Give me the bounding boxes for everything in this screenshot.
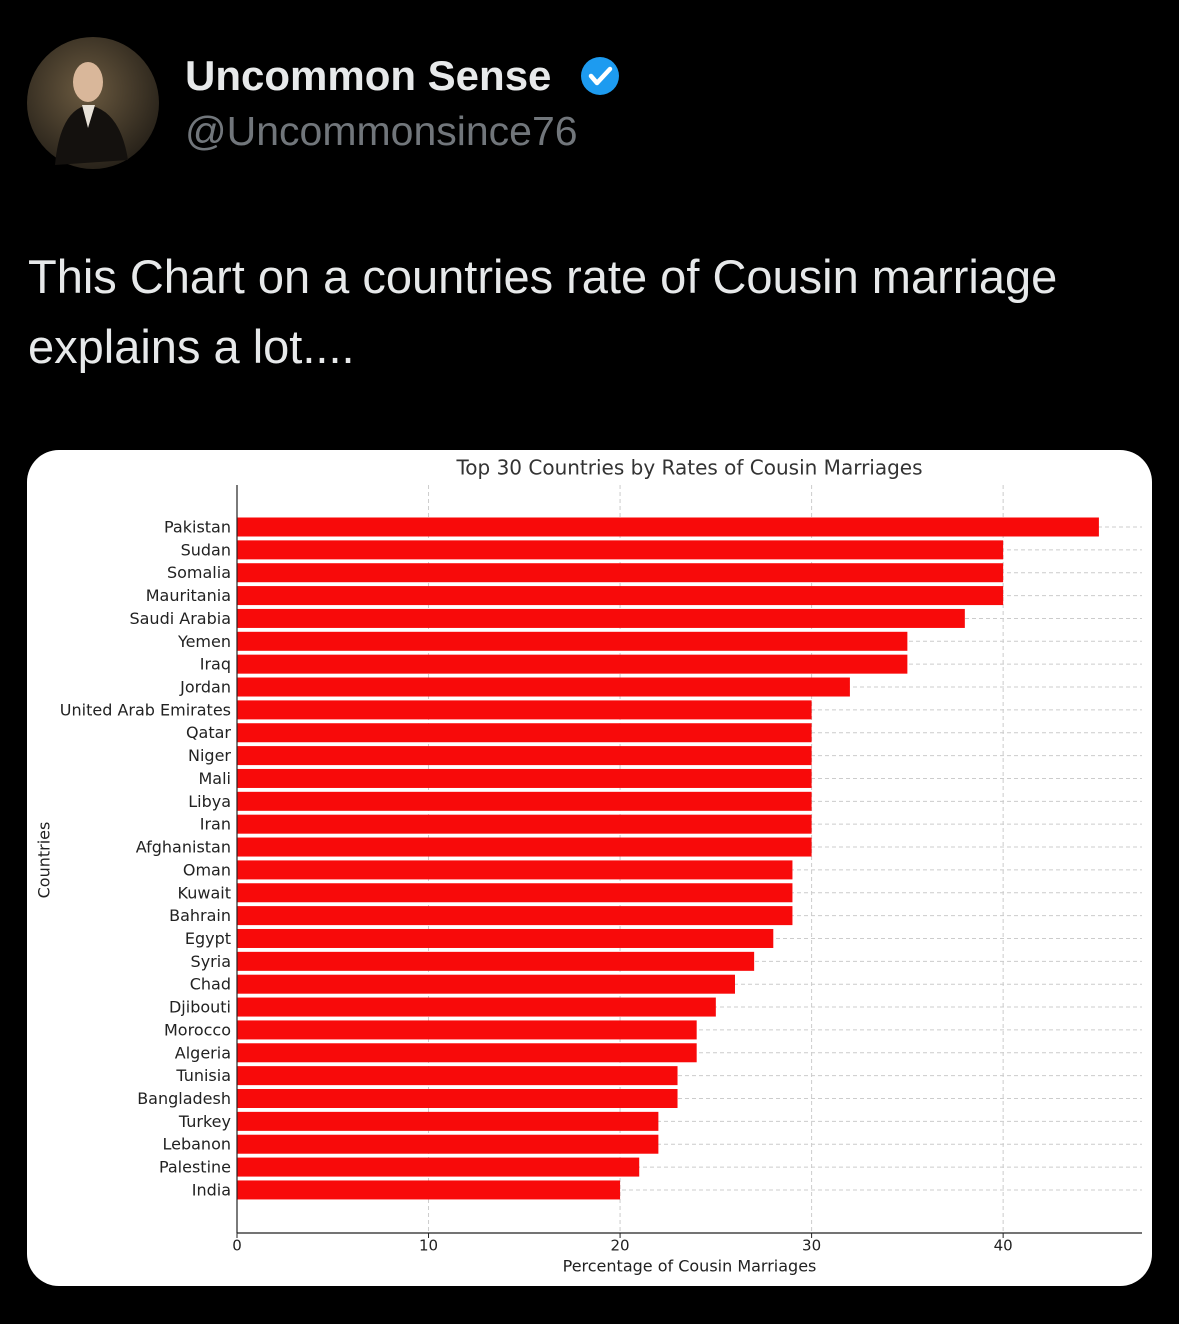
x-tick-label: 10 [419, 1237, 438, 1255]
avatar-body [55, 105, 128, 165]
bar [237, 1180, 621, 1200]
plot: Top 30 Countries by Rates of Cousin Marr… [35, 456, 1142, 1276]
y-tick-label: Morocco [164, 1020, 231, 1039]
bar [237, 631, 908, 651]
y-tick-label: Pakistan [164, 518, 231, 537]
bar [237, 723, 812, 743]
y-tick-label: Lebanon [162, 1135, 231, 1154]
bar [237, 540, 1004, 560]
y-tick-label: Syria [191, 952, 231, 971]
display-name[interactable]: Uncommon Sense [185, 52, 552, 99]
y-tick-label: Qatar [186, 723, 231, 742]
y-tick-label: Somalia [167, 563, 231, 582]
bar [237, 586, 1004, 606]
x-tick-label: 0 [232, 1237, 242, 1255]
bar [237, 517, 1099, 537]
bar [237, 608, 965, 628]
bar [237, 1089, 678, 1108]
bar [237, 883, 793, 903]
bar [237, 974, 735, 994]
y-tick-label: Bahrain [169, 906, 231, 925]
y-tick-label: Tunisia [175, 1066, 231, 1085]
y-tick-label: Egypt [185, 929, 231, 948]
y-tick-label: Oman [183, 860, 231, 879]
y-tick-label: Iran [200, 815, 231, 834]
y-axis-label: Countries [35, 822, 54, 899]
bar [237, 1020, 697, 1040]
chart-title: Top 30 Countries by Rates of Cousin Marr… [455, 456, 922, 480]
bar [237, 814, 812, 834]
avatar-collar [82, 105, 95, 128]
y-tick-label: Sudan [181, 540, 231, 559]
bar [237, 906, 793, 926]
verified-badge [581, 57, 619, 95]
bar [237, 677, 850, 697]
x-tick-label: 40 [994, 1237, 1013, 1255]
y-tick-label: Algeria [175, 1043, 231, 1062]
handle[interactable]: @Uncommonsince76 [185, 108, 578, 154]
avatar[interactable] [27, 37, 159, 169]
bar [237, 837, 812, 857]
bar [237, 1111, 659, 1131]
y-tick-label: Mauritania [146, 586, 231, 605]
y-tick-label: Iraq [200, 655, 231, 674]
y-tick-label: Libya [188, 792, 231, 811]
bar [237, 700, 812, 720]
bar [237, 951, 755, 971]
y-tick-label: Afghanistan [136, 838, 231, 857]
bar [237, 997, 716, 1017]
y-tick-label: Chad [190, 975, 231, 994]
x-axis-label: Percentage of Cousin Marriages [563, 1257, 817, 1276]
bar [237, 928, 774, 948]
bar [237, 1157, 640, 1177]
x-tick-label: 30 [802, 1237, 821, 1255]
y-tick-label: Turkey [178, 1112, 231, 1131]
y-tick-label: Mali [199, 769, 232, 788]
y-tick-label: Jordan [179, 678, 231, 697]
y-tick-label: Djibouti [169, 998, 231, 1017]
y-tick-label: United Arab Emirates [60, 700, 231, 719]
bar [237, 860, 793, 880]
bar [237, 1066, 678, 1086]
bar [237, 563, 1004, 583]
y-tick-label: Bangladesh [137, 1089, 231, 1108]
y-tick-label: Saudi Arabia [129, 609, 231, 628]
y-tick-label: Yemen [177, 632, 231, 651]
y-tick-label: Palestine [159, 1158, 231, 1177]
y-tick-label: Kuwait [178, 883, 231, 902]
tweet-text: This Chart on a countries rate of Cousin… [28, 250, 1058, 373]
x-tick-label: 20 [611, 1237, 630, 1255]
y-tick-label: India [192, 1180, 231, 1199]
avatar-face [73, 62, 103, 102]
bar [237, 654, 908, 674]
bar [237, 768, 812, 788]
bar [237, 791, 812, 811]
y-tick-label: Niger [188, 746, 231, 765]
bar [237, 1134, 659, 1154]
bar [237, 1043, 697, 1063]
bar [237, 746, 812, 766]
